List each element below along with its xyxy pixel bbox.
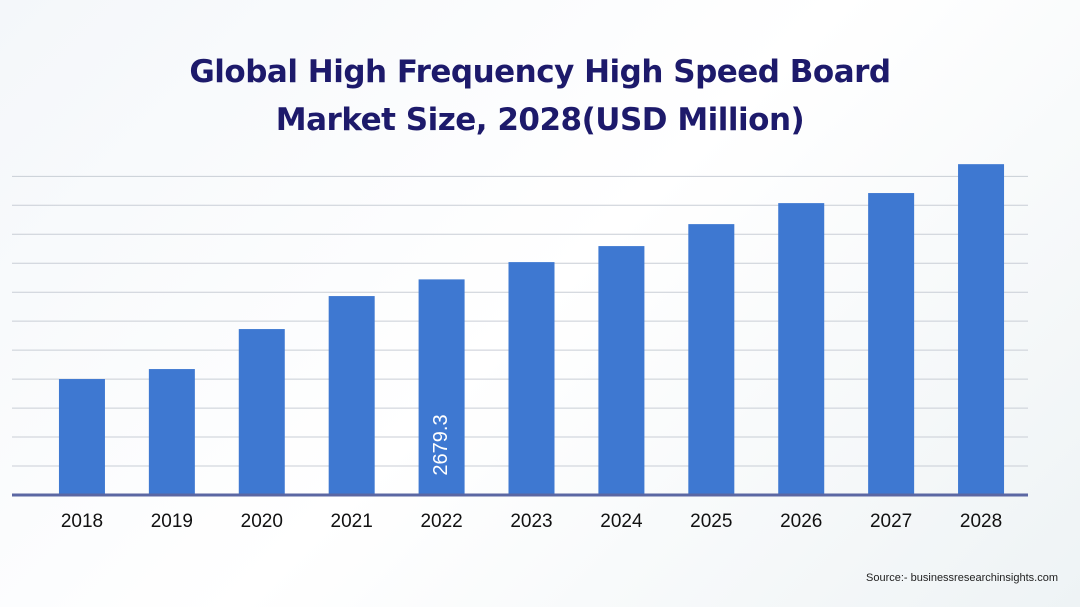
- bar: [598, 246, 645, 495]
- bar: [778, 203, 825, 495]
- bar: [688, 224, 735, 496]
- bar: [958, 164, 1005, 495]
- bar: [868, 193, 915, 495]
- source: Source:- businessresearchinsights.com: [866, 572, 1058, 584]
- chart-title: Global High Frequency High Speed Board M…: [189, 54, 891, 138]
- x-tick-label: 2026: [780, 511, 822, 532]
- bar: [328, 296, 375, 495]
- x-tick-label: 2027: [870, 511, 912, 532]
- x-tick-label: 2025: [690, 511, 732, 532]
- x-tick-label: 2023: [510, 511, 552, 532]
- x-tick-label: 2021: [331, 511, 373, 532]
- x-tick-label: 2018: [61, 511, 103, 532]
- bar: [418, 279, 465, 495]
- x-tick-label: 2028: [960, 511, 1002, 532]
- x-tick-label: 2019: [151, 511, 193, 532]
- x-tick-label: 2022: [420, 511, 462, 532]
- bar: [148, 369, 195, 495]
- bar: [508, 262, 555, 495]
- x-tick-label: 2020: [241, 511, 283, 532]
- value-label: 2679.3: [430, 414, 452, 475]
- bar: [58, 379, 105, 495]
- bar: [238, 329, 285, 495]
- x-tick-label: 2024: [600, 511, 643, 532]
